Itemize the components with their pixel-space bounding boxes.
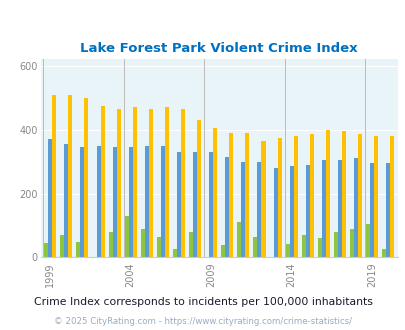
Bar	[80, 147, 84, 257]
Bar	[221, 245, 225, 257]
Bar	[149, 109, 152, 257]
Bar	[333, 232, 337, 257]
Bar	[177, 152, 181, 257]
Bar	[60, 235, 64, 257]
Bar	[160, 146, 164, 257]
Bar	[116, 109, 120, 257]
Bar	[385, 163, 389, 257]
Bar	[369, 163, 373, 257]
Bar	[181, 109, 185, 257]
Bar	[237, 222, 241, 257]
Bar	[141, 229, 145, 257]
Text: Crime Index corresponds to incidents per 100,000 inhabitants: Crime Index corresponds to incidents per…	[34, 297, 371, 307]
Bar	[96, 146, 100, 257]
Bar	[365, 224, 369, 257]
Bar	[84, 98, 88, 257]
Bar	[261, 141, 265, 257]
Bar	[289, 166, 293, 257]
Bar	[321, 160, 325, 257]
Bar	[373, 136, 377, 257]
Title: Lake Forest Park Violent Crime Index: Lake Forest Park Violent Crime Index	[80, 43, 357, 55]
Bar	[64, 144, 68, 257]
Bar	[381, 249, 385, 257]
Bar	[241, 162, 245, 257]
Bar	[349, 229, 353, 257]
Bar	[68, 94, 72, 257]
Bar	[156, 237, 160, 257]
Bar	[253, 237, 257, 257]
Bar	[189, 232, 193, 257]
Bar	[325, 130, 329, 257]
Bar	[124, 216, 128, 257]
Bar	[173, 249, 177, 257]
Bar	[213, 128, 217, 257]
Bar	[196, 120, 200, 257]
Bar	[209, 152, 213, 257]
Bar	[229, 133, 233, 257]
Bar	[48, 139, 52, 257]
Bar	[309, 134, 313, 257]
Text: © 2025 CityRating.com - https://www.cityrating.com/crime-statistics/: © 2025 CityRating.com - https://www.city…	[54, 317, 351, 326]
Bar	[341, 131, 345, 257]
Bar	[44, 243, 48, 257]
Bar	[317, 238, 321, 257]
Bar	[108, 232, 112, 257]
Bar	[257, 162, 261, 257]
Bar	[389, 136, 393, 257]
Bar	[277, 138, 281, 257]
Bar	[225, 157, 229, 257]
Bar	[273, 168, 277, 257]
Bar	[193, 152, 196, 257]
Bar	[245, 133, 249, 257]
Bar	[100, 106, 104, 257]
Bar	[128, 147, 132, 257]
Bar	[164, 107, 168, 257]
Bar	[76, 242, 80, 257]
Bar	[112, 147, 116, 257]
Bar	[337, 160, 341, 257]
Bar	[145, 146, 149, 257]
Bar	[52, 94, 56, 257]
Bar	[132, 107, 136, 257]
Bar	[301, 235, 305, 257]
Bar	[285, 244, 289, 257]
Bar	[305, 165, 309, 257]
Bar	[357, 134, 361, 257]
Bar	[293, 136, 297, 257]
Bar	[353, 158, 357, 257]
